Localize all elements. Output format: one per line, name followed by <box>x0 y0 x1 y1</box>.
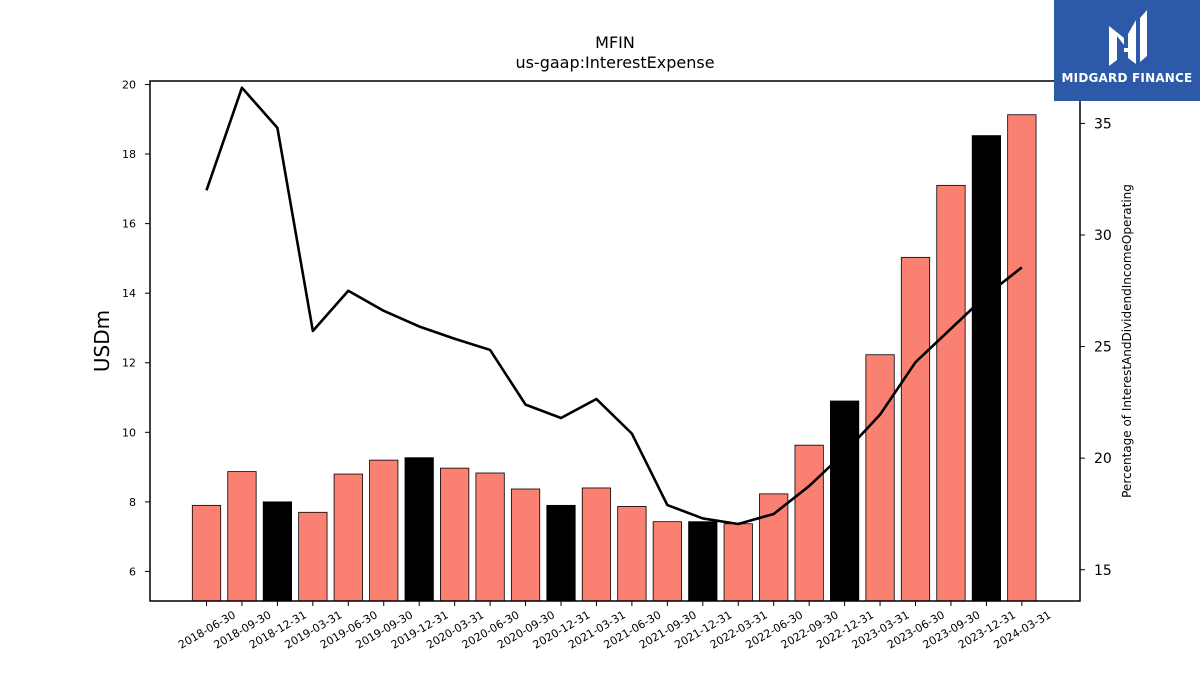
y2-axis-label: Percentage of InterestAndDividendIncomeO… <box>1120 184 1134 498</box>
bar-2020-09-30 <box>510 488 541 602</box>
line-path <box>205 86 1023 526</box>
y-tick-label: 18 <box>122 148 136 161</box>
bar-2022-03-31 <box>723 523 753 602</box>
bar-2023-09-30 <box>936 184 966 602</box>
y-tick-label: 12 <box>122 357 136 370</box>
bar-2021-09-30 <box>652 521 682 602</box>
bar-2019-03-31 <box>298 511 328 602</box>
bar-2020-12-31 <box>546 504 576 602</box>
y-axis-label: USDm <box>90 310 114 372</box>
bar-2022-06-30 <box>759 493 789 602</box>
midgard-mi-logo-icon <box>1109 10 1147 66</box>
y-tick-label: 6 <box>129 565 136 578</box>
bar-2019-12-31 <box>404 457 434 602</box>
bar-2018-12-31 <box>262 501 293 602</box>
bar-2022-12-31 <box>830 400 860 602</box>
y2-tick-label: 25 <box>1094 340 1112 356</box>
brand-logo: MIDGARD FINANCE <box>1054 0 1200 101</box>
y-tick-label: 10 <box>122 426 136 439</box>
bar-2019-06-30 <box>333 473 363 602</box>
bar-series <box>191 114 1037 602</box>
plot-frame <box>149 80 1081 602</box>
right-axis-ticks: 15 20 25 30 35 <box>1080 116 1112 579</box>
y-tick-label: 8 <box>129 496 136 509</box>
bar-2021-03-31 <box>581 487 612 602</box>
bar-2019-09-30 <box>369 459 399 602</box>
bar-2018-06-30 <box>191 504 222 602</box>
y-tick-label: 20 <box>122 78 136 91</box>
left-axis-ticks: 6 8 10 12 14 16 18 20 <box>122 78 150 578</box>
y-tick-label: 14 <box>122 287 136 300</box>
bar-2021-12-31 <box>688 521 718 602</box>
bar-2023-06-30 <box>900 256 931 602</box>
chart-subtitle: us-gaap:InterestExpense <box>515 53 714 72</box>
bar-2020-06-30 <box>475 472 505 602</box>
y2-tick-label: 15 <box>1094 563 1112 579</box>
y2-tick-label: 35 <box>1094 116 1112 132</box>
bar-2021-06-30 <box>617 505 647 602</box>
bar-2022-09-30 <box>794 444 824 602</box>
brand-name: MIDGARD FINANCE <box>1061 71 1193 85</box>
y-tick-label: 16 <box>122 218 136 231</box>
bar-2023-03-31 <box>865 354 895 602</box>
x-axis-ticks: 2018-06-302018-09-302018-12-312019-03-31… <box>176 601 1053 652</box>
bar-2018-09-30 <box>227 471 257 602</box>
y2-tick-label: 30 <box>1094 228 1112 244</box>
line-series <box>205 86 1023 526</box>
bar-2024-03-31 <box>1007 114 1037 602</box>
bar-2020-03-31 <box>440 467 470 602</box>
bar-2023-12-31 <box>971 135 1002 602</box>
chart-title: MFIN <box>595 33 635 52</box>
y2-tick-label: 20 <box>1094 451 1112 467</box>
